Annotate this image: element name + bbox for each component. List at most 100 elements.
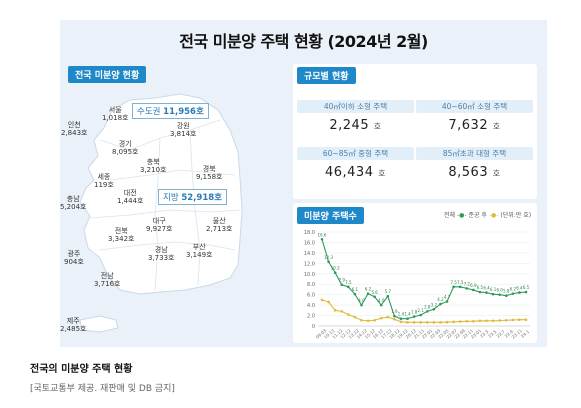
- y-tick-label: 4.0: [307, 303, 315, 309]
- size-stat-grid: 40㎡이하 소형 주택 2,245 호 40~60㎡ 소형 주택 7,632 호…: [297, 100, 533, 193]
- data-point: [379, 303, 383, 307]
- x-tick-label: 14.12: [356, 328, 369, 340]
- data-point: [412, 315, 416, 318]
- data-label: 7.5: [345, 280, 352, 285]
- data-point: [412, 321, 416, 324]
- data-point: [445, 320, 449, 324]
- data-point: [425, 310, 429, 313]
- data-point: [320, 298, 324, 302]
- data-point: [373, 318, 376, 322]
- x-tick-label: 13.12: [347, 328, 360, 340]
- x-tick-label: 20.12: [405, 328, 418, 340]
- data-point: [360, 318, 363, 322]
- y-tick-label: 6.0: [307, 293, 315, 299]
- stat-value: 2,245: [329, 118, 370, 133]
- data-point: [478, 319, 482, 323]
- stat-small-40-60: 40~60㎡ 소형 주택 7,632 호: [416, 100, 533, 133]
- data-point: [320, 238, 324, 241]
- x-tick-label: 23.11: [511, 328, 524, 340]
- x-tick-label: 19.12: [396, 328, 409, 340]
- data-point: [504, 318, 508, 322]
- data-point: [393, 314, 396, 318]
- y-tick-label: 18.0: [304, 230, 315, 236]
- data-label: 12.3: [324, 255, 333, 260]
- capital-area-callout: 수도권 11,956호: [132, 103, 209, 119]
- data-label: 6.4: [483, 286, 490, 291]
- data-point: [347, 285, 350, 289]
- data-label: 7.5: [457, 280, 464, 285]
- data-label: 1.8: [411, 310, 418, 315]
- data-point: [353, 315, 357, 319]
- data-point: [524, 290, 528, 294]
- data-point: [458, 285, 462, 289]
- data-point: [439, 302, 442, 306]
- x-tick-label: 21.11: [413, 328, 426, 340]
- stat-label: 40㎡이하 소형 주택: [297, 100, 414, 113]
- data-label: 7.2: [464, 281, 471, 286]
- y-tick-label: 8.0: [307, 282, 315, 288]
- x-tick-label: 22.11: [462, 328, 475, 340]
- data-label: 6.1: [490, 287, 497, 292]
- provincial-label: 지방: [163, 193, 179, 203]
- data-point: [399, 317, 403, 320]
- data-point: [333, 271, 337, 275]
- data-point: [333, 309, 337, 312]
- legend-after-marker: -●-: [488, 212, 499, 219]
- infographic-panel: 전국 미분양 주택 현황 (2024년 2월) 전국 미분양 현황 수도권 11…: [60, 20, 547, 347]
- region-daejeon: 대전 1,444호: [117, 189, 144, 205]
- data-point: [511, 318, 515, 322]
- y-tick-label: 2.0: [307, 314, 315, 320]
- stat-label: 40~60㎡ 소형 주택: [416, 100, 533, 113]
- data-point: [445, 300, 449, 303]
- data-point: [386, 294, 390, 298]
- data-label: 6.5: [477, 285, 484, 290]
- data-point: [432, 307, 436, 311]
- stat-large-over85: 85㎡초과 대형 주택 8,563 호: [416, 147, 533, 180]
- data-point: [498, 293, 501, 296]
- data-point: [518, 291, 521, 294]
- data-point: [425, 321, 429, 324]
- jeju-shape: [79, 315, 119, 333]
- region-gyeongbuk: 경북 9,158호: [196, 165, 223, 181]
- data-label: 4.7: [444, 294, 451, 299]
- data-point: [379, 316, 383, 320]
- region-daegu: 대구 9,927호: [146, 217, 173, 233]
- region-ulsan: 울산 2,713호: [206, 217, 233, 233]
- data-point: [373, 295, 376, 299]
- region-sejong: 세종 119호: [94, 173, 114, 189]
- data-label: 4.2: [437, 297, 444, 302]
- x-tick-label: 23.3: [479, 329, 490, 339]
- data-point: [366, 319, 370, 323]
- region-incheon: 인천 2,843호: [61, 121, 88, 137]
- region-gangwon: 강원 3,814호: [170, 122, 197, 138]
- data-point: [472, 288, 475, 292]
- image-source: [국토교통부 제공. 재판매 및 DB 금지]: [30, 384, 175, 394]
- x-tick-label: 23.01: [470, 328, 483, 340]
- capital-area-label: 수도권: [137, 107, 161, 117]
- stat-label: 85㎡초과 대형 주택: [416, 147, 533, 160]
- data-point: [452, 320, 455, 324]
- data-point: [498, 319, 501, 322]
- data-point: [399, 320, 403, 324]
- data-point: [327, 260, 330, 264]
- region-busan: 부산 3,149호: [186, 243, 213, 259]
- y-tick-label: 14.0: [304, 251, 315, 257]
- legend-total-label: 전체: [444, 212, 456, 219]
- data-point: [360, 303, 363, 307]
- data-label: 6.5: [523, 285, 530, 290]
- data-point: [465, 320, 469, 323]
- data-point: [393, 317, 396, 321]
- data-label: 3.2: [431, 302, 438, 307]
- y-tick-label: 10.0: [304, 272, 315, 278]
- x-tick-label: 23.7: [495, 329, 506, 339]
- data-point: [452, 285, 455, 289]
- x-tick-label: 22.05: [437, 328, 450, 340]
- region-gyeonggi: 경기 8,095호: [112, 140, 139, 156]
- data-label: 10.2: [331, 266, 340, 271]
- x-tick-label: 22.01: [421, 328, 434, 340]
- y-tick-label: 16.0: [304, 240, 315, 246]
- trend-line-chart: 02.04.06.08.010.012.014.016.018.009.0310…: [304, 230, 531, 340]
- x-tick-label: 18.12: [388, 328, 401, 340]
- data-point: [472, 320, 475, 323]
- data-point: [485, 291, 488, 294]
